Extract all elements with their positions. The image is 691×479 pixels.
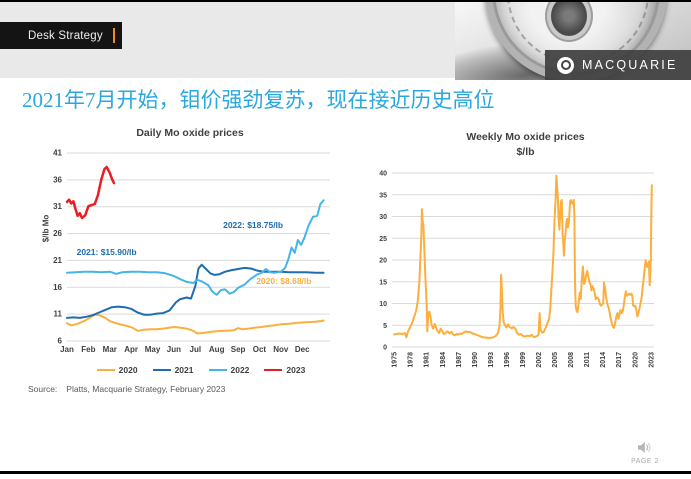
header-band: Desk Strategy MACQUARIE (0, 2, 691, 80)
coin-hole (551, 2, 587, 36)
svg-text:2005: 2005 (552, 352, 559, 368)
brand-bar: MACQUARIE (545, 50, 691, 80)
legend-item: 2022 (208, 365, 250, 375)
svg-text:2002: 2002 (536, 352, 543, 368)
daily-chart-title: Daily Mo oxide prices (136, 127, 244, 139)
legend-label: 2022 (230, 365, 250, 375)
legend-label: 2020 (118, 365, 138, 375)
svg-text:Jul: Jul (190, 345, 202, 354)
legend-swatch (264, 368, 283, 372)
svg-text:2020: 2020 (632, 352, 639, 368)
svg-text:30: 30 (379, 214, 387, 221)
svg-text:25: 25 (379, 236, 387, 243)
desk-strategy-tab: Desk Strategy (0, 22, 122, 49)
svg-text:20: 20 (379, 258, 387, 265)
legend-item: 2020 (96, 365, 138, 375)
legend-item: 2021 (152, 365, 194, 375)
svg-text:21: 21 (53, 256, 62, 265)
svg-text:1996: 1996 (504, 352, 511, 368)
svg-text:Apr: Apr (124, 345, 138, 354)
svg-text:41: 41 (53, 149, 62, 158)
tag-divider (113, 28, 115, 43)
svg-text:1993: 1993 (488, 352, 495, 368)
svg-text:1984: 1984 (440, 352, 447, 368)
svg-text:5: 5 (383, 323, 387, 330)
svg-text:15: 15 (379, 279, 387, 286)
svg-text:2020: $8.68/lb: 2020: $8.68/lb (256, 276, 311, 286)
macquarie-logo-icon (557, 56, 574, 74)
svg-text:May: May (145, 345, 161, 354)
svg-text:Sep: Sep (231, 345, 246, 354)
svg-text:2021: $15.90/lb: 2021: $15.90/lb (77, 247, 137, 257)
top-border (0, 0, 691, 2)
svg-text:2022: $18.75/lb: 2022: $18.75/lb (223, 220, 283, 230)
weekly-chart: Weekly Mo oxide prices $/lb 0 5 10 15 20 25 30… (368, 126, 683, 382)
daily-chart-y-axis-label: $/lb Mo (41, 214, 51, 243)
daily-chart-plot: 6 11 16 21 26 31 36 41 Jan Feb Mar Apr May Jun Jul Aug S… (53, 149, 330, 354)
weekly-chart-subtitle: $/lb (516, 146, 535, 158)
svg-text:1990: 1990 (472, 352, 479, 368)
svg-text:Mar: Mar (103, 345, 117, 354)
source-line: Source: Platts, Macquarie Strategy, Febr… (28, 384, 225, 394)
svg-text:Dec: Dec (295, 345, 310, 354)
legend-label: 2021 (174, 365, 194, 375)
svg-text:1975: 1975 (392, 352, 399, 368)
svg-text:2017: 2017 (616, 352, 623, 368)
legend-swatch (152, 368, 171, 372)
svg-text:40: 40 (379, 171, 387, 178)
svg-text:2011: 2011 (584, 352, 591, 367)
svg-text:Aug: Aug (209, 345, 225, 354)
legend-swatch (96, 368, 115, 372)
svg-text:1978: 1978 (408, 352, 415, 368)
svg-text:10: 10 (379, 301, 387, 308)
page-footer: PAGE 2 (617, 441, 673, 465)
page-title: 2021年7月开始，钼价强劲复苏，现在接近历史高位 (22, 88, 495, 112)
svg-text:1999: 1999 (520, 352, 527, 368)
svg-text:0: 0 (383, 345, 387, 352)
svg-text:31: 31 (53, 202, 62, 211)
svg-text:2023: 2023 (648, 352, 655, 368)
page-number: PAGE 2 (631, 458, 659, 465)
svg-text:2014: 2014 (600, 352, 607, 368)
svg-text:26: 26 (53, 229, 62, 238)
svg-text:35: 35 (379, 192, 387, 199)
daily-chart-legend: 2020 2021 2022 2023 (52, 365, 350, 375)
legend-label: 2023 (286, 365, 306, 375)
source-label: Source: (28, 384, 58, 394)
weekly-chart-title: Weekly Mo oxide prices (466, 131, 585, 143)
svg-text:2008: 2008 (568, 352, 575, 368)
svg-text:Jan: Jan (60, 345, 74, 354)
brand-name: MACQUARIE (582, 58, 678, 72)
svg-text:Feb: Feb (81, 345, 95, 354)
svg-text:Jun: Jun (167, 345, 181, 354)
svg-text:36: 36 (53, 175, 62, 184)
weekly-chart-plot: 0 5 10 15 20 25 30 35 40 1975 1978 1981 1984 1987 1990… (379, 171, 655, 368)
source-text: Platts, Macquarie Strategy, February 202… (66, 384, 226, 394)
daily-chart: Daily Mo oxide prices $/lb Mo 6 11 16 21 26 3… (30, 126, 350, 375)
svg-text:Oct: Oct (253, 345, 267, 354)
svg-text:Nov: Nov (273, 345, 289, 354)
legend-swatch (208, 368, 227, 372)
speaker-icon[interactable] (638, 441, 652, 454)
desk-strategy-label: Desk Strategy (28, 29, 103, 42)
svg-text:1981: 1981 (424, 352, 431, 368)
svg-text:16: 16 (53, 283, 62, 292)
legend-item: 2023 (264, 365, 305, 375)
svg-text:1987: 1987 (456, 352, 463, 368)
svg-text:6: 6 (58, 337, 63, 346)
svg-text:11: 11 (54, 310, 63, 319)
bottom-border (0, 471, 691, 474)
